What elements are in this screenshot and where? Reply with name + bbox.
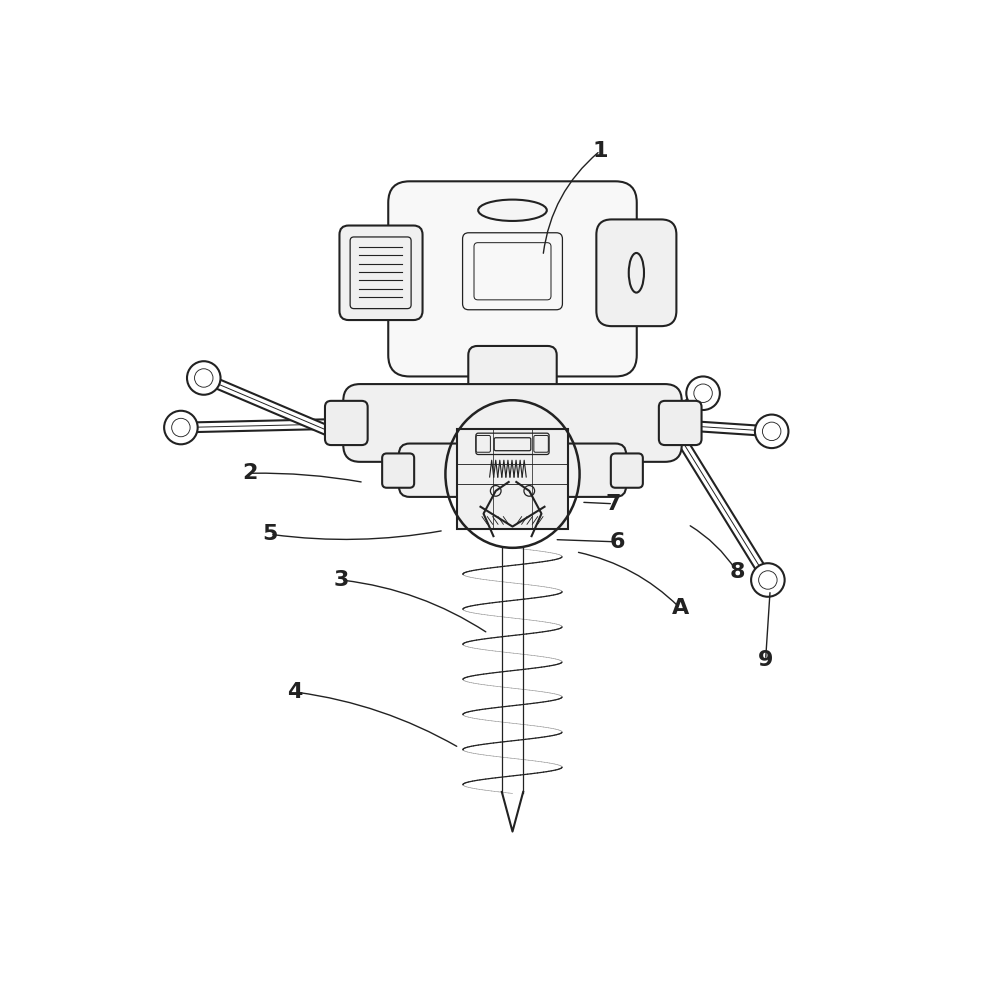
FancyBboxPatch shape: [382, 453, 414, 488]
FancyBboxPatch shape: [399, 444, 626, 497]
Circle shape: [694, 384, 712, 403]
Text: A: A: [672, 598, 689, 618]
Circle shape: [759, 571, 777, 589]
Text: 7: 7: [605, 494, 621, 514]
Circle shape: [755, 415, 788, 448]
FancyBboxPatch shape: [611, 453, 643, 488]
Circle shape: [164, 411, 198, 445]
Circle shape: [686, 376, 720, 410]
FancyBboxPatch shape: [659, 401, 702, 446]
FancyBboxPatch shape: [325, 401, 368, 446]
Text: 6: 6: [610, 532, 625, 551]
Circle shape: [195, 368, 213, 387]
Text: 4: 4: [288, 682, 303, 702]
Text: 2: 2: [242, 463, 257, 483]
Ellipse shape: [478, 200, 547, 221]
Text: 9: 9: [758, 650, 773, 670]
Bar: [457, 430, 568, 529]
Text: 1: 1: [592, 141, 608, 160]
Text: 3: 3: [333, 570, 349, 590]
Circle shape: [187, 361, 221, 395]
FancyBboxPatch shape: [388, 181, 637, 376]
FancyBboxPatch shape: [468, 346, 557, 414]
Text: 8: 8: [730, 562, 745, 582]
Text: 5: 5: [262, 525, 278, 545]
FancyBboxPatch shape: [343, 384, 682, 461]
Circle shape: [751, 563, 785, 597]
FancyBboxPatch shape: [339, 226, 423, 320]
Circle shape: [762, 422, 781, 441]
FancyBboxPatch shape: [596, 220, 676, 326]
Circle shape: [172, 419, 190, 437]
